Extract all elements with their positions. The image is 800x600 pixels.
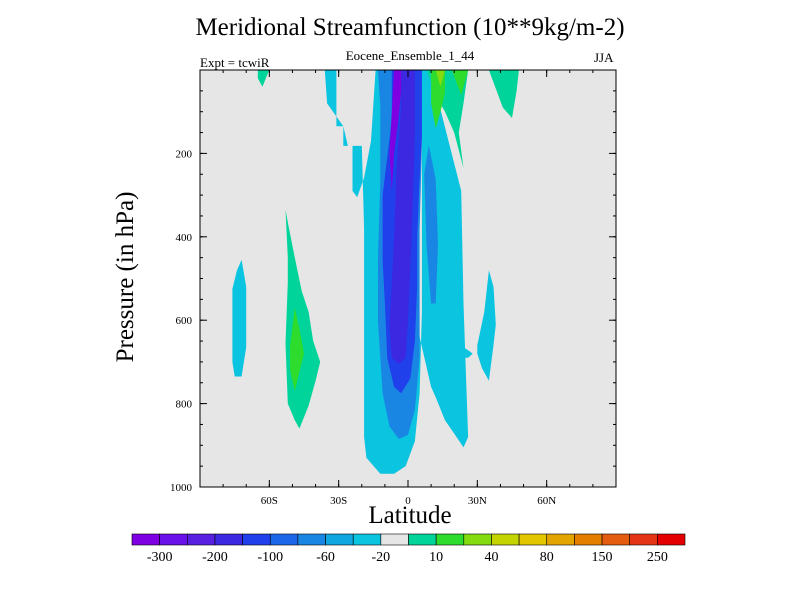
colorbar-swatch	[242, 533, 271, 546]
y-tick-label: 800	[176, 399, 193, 411]
colorbar: -300 -200 -100 -60 -20 10 40 80 150 250	[131, 533, 686, 565]
chart-title: Meridional Streamfunction (10**9kg/m-2)	[195, 14, 625, 41]
y-tick-label: 1000	[170, 482, 193, 494]
colorbar-swatch	[297, 533, 326, 546]
contour-region	[387, 70, 415, 364]
experiment-label: Expt = tcwiR	[200, 55, 270, 70]
colorbar-label: 80	[540, 550, 554, 565]
colorbar-label: -60	[316, 550, 335, 565]
colorbar-swatch	[380, 533, 409, 546]
colorbar-swatch	[601, 533, 630, 546]
colorbar-swatch	[408, 533, 437, 546]
x-tick-label: 30S	[330, 495, 347, 507]
colorbar-label: -300	[147, 550, 173, 565]
colorbar-swatch	[214, 533, 243, 546]
colorbar-swatch	[435, 533, 465, 546]
x-tick-label: 0	[405, 495, 411, 507]
x-tick-label: 30N	[468, 495, 487, 507]
colorbar-swatch	[574, 533, 603, 546]
contour-region	[389, 70, 402, 191]
colorbar-swatch	[131, 533, 160, 546]
contour-region	[290, 307, 304, 392]
y-tick-label: 200	[176, 148, 193, 160]
colorbar-swatch	[187, 533, 216, 546]
y-tick-label: 400	[176, 232, 193, 244]
x-tick-label: 60S	[261, 495, 278, 507]
x-axis-label: Latitude	[368, 502, 452, 529]
contour-region	[424, 145, 438, 304]
contour-region	[477, 270, 496, 381]
y-tick-label: 600	[176, 315, 193, 327]
season-label: JJA	[594, 50, 614, 65]
colorbar-label: 40	[484, 550, 498, 565]
colorbar-swatch	[518, 533, 548, 546]
colorbar-swatch	[657, 533, 686, 546]
axes: 60S 30S 0 30N 60N 200 400 600 800 1000	[170, 69, 617, 507]
colorbar-swatch	[546, 533, 575, 546]
colorbar-swatch	[325, 533, 354, 546]
colorbar-label: -200	[202, 550, 228, 565]
colorbar-swatch	[463, 533, 492, 546]
colorbar-swatch	[269, 533, 299, 546]
contour-region	[488, 70, 519, 118]
contour-region	[232, 259, 247, 377]
contour-region	[431, 70, 445, 129]
plot-area	[200, 70, 616, 487]
contour-region	[435, 70, 445, 87]
colorbar-label: 150	[592, 550, 613, 565]
colorbar-swatch	[629, 533, 658, 546]
colorbar-label: -20	[372, 550, 391, 565]
contour-region	[257, 70, 270, 87]
chart-subtitle: Eocene_Ensemble_1_44	[345, 48, 475, 63]
colorbar-swatch	[491, 533, 520, 546]
colorbar-label: -100	[257, 550, 283, 565]
colorbar-label: 250	[647, 550, 668, 565]
colorbar-label: 10	[429, 550, 443, 565]
x-tick-label: 60N	[537, 495, 556, 507]
contour-region	[463, 347, 473, 358]
colorbar-swatch	[352, 533, 382, 546]
contour-region	[451, 70, 469, 95]
colorbar-swatch	[159, 533, 188, 546]
